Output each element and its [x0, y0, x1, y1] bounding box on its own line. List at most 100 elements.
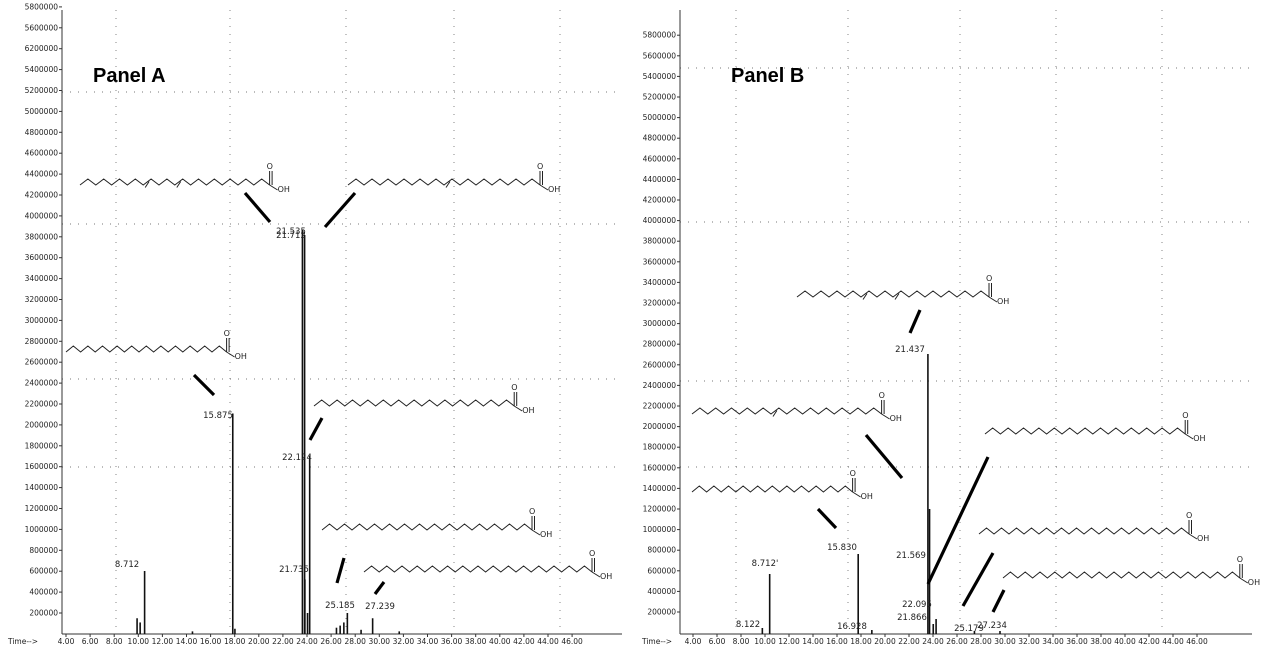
y-tick-label: 600000	[29, 567, 58, 576]
hydroxyl-bond	[226, 351, 235, 358]
y-tick-label: 5200000	[643, 93, 677, 102]
hydroxyl-label: OH	[235, 352, 247, 361]
fatty-acid-chain	[796, 290, 990, 298]
carbonyl-oxygen-label: O	[537, 162, 543, 171]
double-bond	[862, 293, 868, 300]
fatty-acid-chain	[984, 427, 1186, 435]
x-tick-label: 34.00	[1042, 637, 1064, 646]
x-tick-label: 16.00	[200, 637, 222, 646]
fatty-acid-chain	[1002, 571, 1241, 579]
fatty-acid-chain	[79, 178, 270, 186]
y-tick-label: 3800000	[643, 237, 677, 246]
carbonyl-oxygen-label: O	[224, 329, 230, 338]
peak-leader-line	[308, 417, 324, 441]
x-tick-label: 36.00	[441, 637, 463, 646]
hydroxyl-bond	[988, 296, 998, 303]
x-tick-label: 34.00	[417, 637, 439, 646]
hydroxyl-label: OH	[1197, 534, 1209, 543]
y-tick-label: 4800000	[25, 128, 59, 137]
peak-leader-line	[243, 191, 272, 224]
hydroxyl-bond	[1184, 433, 1194, 440]
y-tick-label: 2200000	[25, 400, 59, 409]
carbonyl-oxygen-label: O	[850, 469, 856, 478]
hydroxyl-label: OH	[890, 414, 902, 423]
hydroxyl-bond	[1239, 577, 1249, 584]
x-tick-label: 28.00	[970, 637, 992, 646]
peak-label: 21.866	[897, 613, 927, 623]
y-tick-label: 5600000	[25, 23, 59, 32]
y-tick-label: 3000000	[25, 316, 59, 325]
peak-label: 8.122	[736, 620, 760, 630]
y-tick-label: 1400000	[25, 483, 59, 492]
peak-leader-line	[864, 433, 904, 480]
peak-label: 21.437	[895, 345, 925, 355]
y-tick-label: 3200000	[25, 295, 59, 304]
peak-label: 25.179	[954, 624, 984, 634]
double-bond	[894, 293, 900, 300]
x-tick-label: 42.00	[513, 637, 535, 646]
x-tick-label: 42.00	[1138, 637, 1160, 646]
x-tick-label: 10.00	[128, 637, 150, 646]
fatty-acid-chain	[363, 565, 593, 573]
fatty-acid-chain	[347, 178, 541, 186]
y-tick-label: 2400000	[643, 381, 677, 390]
carbonyl-oxygen-label: O	[879, 391, 885, 400]
carbonyl-oxygen-label: O	[1237, 555, 1243, 564]
y-tick-label: 2800000	[25, 337, 59, 346]
hydroxyl-label: OH	[861, 492, 873, 501]
y-tick-label: 5000000	[25, 107, 59, 116]
peak-leader-line	[323, 191, 357, 229]
peak-label: 27.234	[977, 621, 1007, 631]
x-tick-label: 22.00	[272, 637, 294, 646]
x-tick-label: 22.00	[898, 637, 920, 646]
time-axis-label: Time-->	[641, 637, 672, 646]
double-bond	[144, 181, 150, 188]
peak-label: 22.124	[282, 453, 312, 463]
y-tick-label: 5800000	[25, 2, 59, 11]
x-tick-label: 26.00	[320, 637, 342, 646]
x-tick-label: 20.00	[248, 637, 270, 646]
y-tick-label: 4600000	[643, 154, 677, 163]
time-axis-label: Time-->	[7, 637, 38, 646]
y-tick-label: 4800000	[643, 134, 677, 143]
x-tick-label: 30.00	[994, 637, 1016, 646]
y-tick-label: 200000	[29, 609, 58, 618]
fatty-acid-chain	[321, 523, 533, 531]
carbonyl-oxygen-label: O	[1182, 411, 1188, 420]
peak-label: 21.569	[896, 551, 926, 561]
y-tick-label: 4600000	[25, 149, 59, 158]
peak-label: 15.875	[203, 411, 233, 421]
x-tick-label: 18.00	[850, 637, 872, 646]
y-tick-label: 2000000	[643, 422, 677, 431]
panel-b-structures: O OH O OH O OH O OH O OH O OH	[691, 274, 1260, 613]
y-tick-label: 3800000	[25, 232, 59, 241]
y-tick-label: 800000	[29, 546, 58, 555]
y-tick-label: 1400000	[643, 484, 677, 493]
hydroxyl-bond	[591, 571, 601, 578]
x-tick-label: 8.00	[106, 637, 123, 646]
y-tick-label: 3400000	[643, 278, 677, 287]
peak-leader-line	[908, 309, 922, 334]
hydroxyl-bond	[881, 413, 890, 420]
carbonyl-oxygen-label: O	[511, 383, 517, 392]
peak-label: 21.735	[279, 565, 309, 575]
x-tick-label: 38.00	[1090, 637, 1112, 646]
panel-a-structures: O OH O OH O OH O OH O OH O OH	[65, 162, 612, 595]
y-tick-label: 5000000	[643, 113, 677, 122]
x-tick-label: 40.00	[1114, 637, 1136, 646]
peak-label: 16.928	[837, 622, 867, 632]
hydroxyl-label: OH	[1248, 578, 1260, 587]
carbonyl-oxygen-label: O	[986, 274, 992, 283]
peak-label: 22.095	[902, 600, 932, 610]
hydroxyl-bond	[1188, 533, 1198, 540]
x-tick-label: 30.00	[369, 637, 391, 646]
y-tick-label: 600000	[647, 566, 676, 575]
x-tick-label: 36.00	[1066, 637, 1088, 646]
peak-leader-line	[926, 456, 990, 585]
peak-leader-line	[991, 589, 1006, 613]
y-tick-label: 3600000	[25, 253, 59, 262]
panel-title: Panel B	[731, 65, 804, 87]
x-tick-label: 28.00	[344, 637, 366, 646]
panel-title: Panel A	[93, 65, 166, 87]
